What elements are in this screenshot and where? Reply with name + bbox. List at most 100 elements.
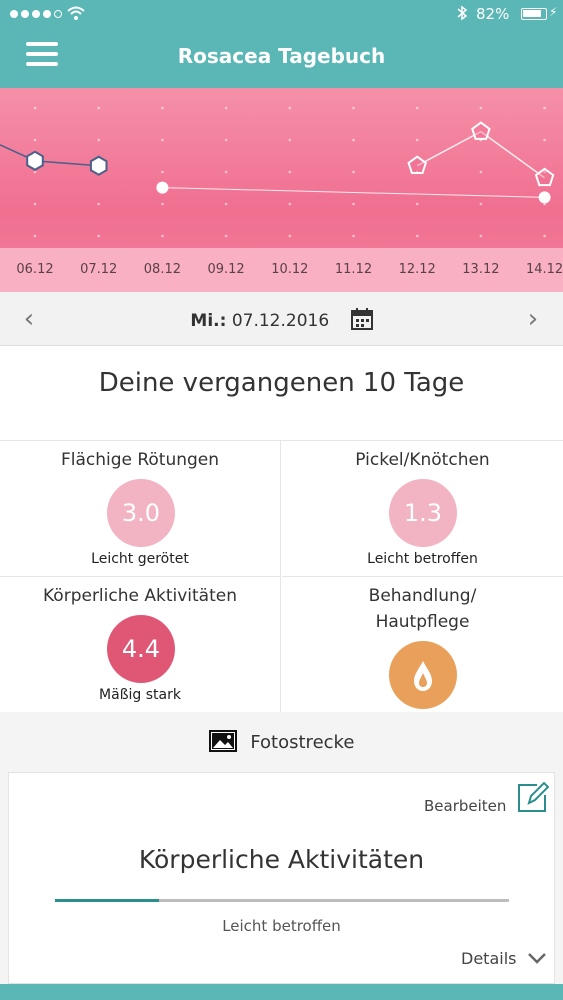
data-point [471,121,491,140]
grid-dot [415,202,419,206]
signal-strength-icon [10,10,62,18]
grid-dot [352,234,355,238]
edit-button[interactable]: Bearbeiten [424,797,507,815]
summary-cell-pimples[interactable]: Pickel/Knötchen 1.3 Leicht betroffen [282,441,563,577]
score-circle: 1.3 [389,479,457,547]
grid-dot [288,170,292,174]
grid-dot [161,138,164,142]
grid-dot [288,234,292,238]
battery-percent: 82% [476,5,510,23]
series-line [162,187,545,198]
grid-dot [224,234,228,238]
chevron-down-icon[interactable] [527,951,547,965]
grid-dot [415,138,419,142]
chart-x-axis [0,248,563,292]
rosacea-chart[interactable]: 06.12 07.12 08.12 09.12 10.12 11.12 12.12 13.12… [0,88,563,292]
x-tick-label: 09.12 [207,262,245,277]
summary-section: Deine vergangenen 10 Tage Flächige Rötun… [0,346,563,713]
battery-icon [521,8,547,20]
grid-dot [224,202,228,206]
next-day-button[interactable]: › [527,304,539,334]
x-tick-label: 08.12 [143,262,181,277]
x-tick-label: 07.12 [80,262,118,277]
summary-grid: Flächige Rötungen 3.0 Leicht gerötet Pic… [0,440,563,713]
drop-icon [414,661,432,691]
grid-dot [352,170,355,174]
data-point [407,155,427,174]
bottom-bar [0,984,563,1000]
activity-card: Bearbeiten Körperliche Aktivitäten Leich… [8,772,555,984]
weekday-label: Mi.: [190,311,227,331]
grid-dot [161,170,164,174]
chart-plot [0,106,555,238]
grid-dot [97,202,100,206]
summary-cell-activity[interactable]: Körperliche Aktivitäten 4.4 Mäßig stark [0,577,281,713]
grid-dot [33,202,37,206]
edit-icon[interactable] [515,781,549,815]
grid-dot [97,234,100,238]
grid-dot [415,106,419,110]
grid-dot [224,138,228,142]
grid-dot [543,170,546,174]
grid-dot [479,170,483,174]
menu-button[interactable] [26,42,58,70]
date-label: 07.12.2016 [231,311,330,331]
photo-gallery-link[interactable]: Fotostrecke [0,730,563,753]
previous-day-button[interactable]: ‹ [23,304,35,334]
summary-cell-treatment[interactable]: Behandlung/ Hautpflege [282,577,563,713]
treatment-circle [389,641,457,709]
grid-dot [224,106,228,110]
date-navigation: ‹ Mi.: 07.12.2016 › [0,292,563,346]
grid-dot [33,106,37,110]
data-point [534,167,555,187]
progress-label: Leicht betroffen [222,917,341,935]
cell-status: Leicht betroffen [367,551,478,567]
score-circle: 4.4 [107,615,175,683]
grid-dot [479,106,483,110]
photo-section-label: Fotostrecke [250,732,355,753]
cell-status: Leicht gerötet [91,551,189,567]
grid-dot [479,202,483,206]
data-point [156,181,169,194]
grid-dot [161,106,164,110]
grid-dot [288,138,292,142]
grid-dot [97,138,100,142]
grid-dot [33,234,37,238]
grid-dot [288,202,292,206]
grid-dot [352,106,355,110]
cell-label: Behandlung/ Hautpflege [368,586,477,632]
progress-fill [55,899,160,902]
card-title: Körperliche Aktivitäten [138,845,425,874]
x-tick-label: 10.12 [271,262,309,277]
cell-status: Mäßig stark [99,687,181,703]
score-circle: 3.0 [107,479,175,547]
grid-dot [288,106,292,110]
x-tick-label: 13.12 [462,262,500,277]
x-tick-label: 06.12 [16,262,54,277]
grid-dot [97,106,100,110]
cell-label: Körperliche Aktivitäten [43,586,237,606]
summary-cell-redness[interactable]: Flächige Rötungen 3.0 Leicht gerötet [0,441,281,577]
x-tick-label: 12.12 [398,262,436,277]
photo-section: Fotostrecke [0,712,563,772]
page-title: Rosacea Tagebuch [177,44,386,68]
calendar-icon[interactable] [350,308,373,330]
image-icon [208,730,237,752]
severity-progress-bar [55,899,509,902]
grid-dot [352,138,355,142]
bluetooth-icon [457,5,468,21]
details-button[interactable]: Details [461,949,517,968]
grid-dot [415,234,419,238]
app-header: 82% ⚡ Rosacea Tagebuch [0,0,563,88]
data-point [26,150,44,171]
grid-dot [479,234,483,238]
charging-icon: ⚡ [549,5,558,19]
summary-title: Deine vergangenen 10 Tage [98,368,465,398]
x-tick-label: 14.12 [525,262,563,277]
grid-dot [224,170,228,174]
grid-dot [543,234,546,238]
grid-dot [161,202,164,206]
grid-dot [161,234,164,238]
grid-dot [543,138,546,142]
cell-label: Flächige Rötungen [60,450,220,470]
